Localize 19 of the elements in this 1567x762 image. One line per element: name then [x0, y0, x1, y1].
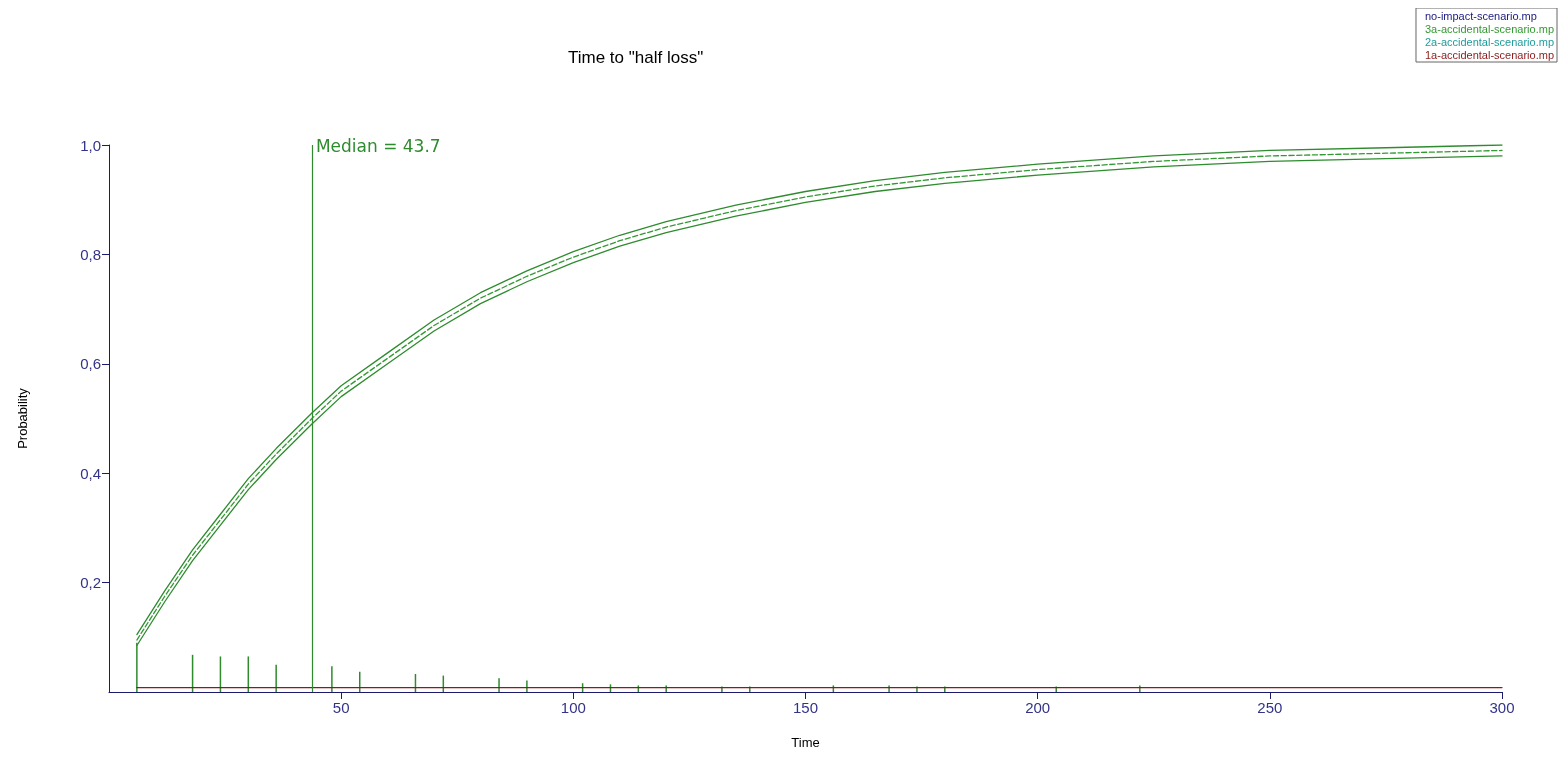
y-axis-title: Probability — [15, 387, 30, 449]
x-axis-title: Time — [791, 735, 820, 750]
y-tick-label: 0,4 — [80, 464, 101, 482]
x-tick-label: 200 — [1025, 699, 1051, 716]
x-tick-label: 50 — [332, 699, 350, 716]
legend-label: no-impact-scenario.mp — [1424, 9, 1537, 22]
text: 1a-accidental-scenario.mp — [1424, 48, 1555, 61]
text: 3a-accidental-scenario.mp — [1424, 22, 1555, 35]
y-tick-label: 0,6 — [80, 355, 101, 373]
y-tick-label: 0,2 — [80, 574, 101, 592]
x-tick-label: 300 — [1489, 699, 1515, 716]
y-tick-label: 0,8 — [80, 245, 101, 263]
x-tick-label: 100 — [560, 699, 586, 716]
chart-title: Time to "half loss" — [568, 48, 704, 67]
ref-line-label: Median = 43.7 — [315, 135, 441, 156]
x-tick-label: 150 — [792, 699, 819, 716]
legend-label: 2a-accidental-scenario.mp — [1424, 35, 1555, 48]
x-tick-label: 250 — [1257, 699, 1283, 716]
y-tick-label: 1,0 — [80, 136, 101, 154]
